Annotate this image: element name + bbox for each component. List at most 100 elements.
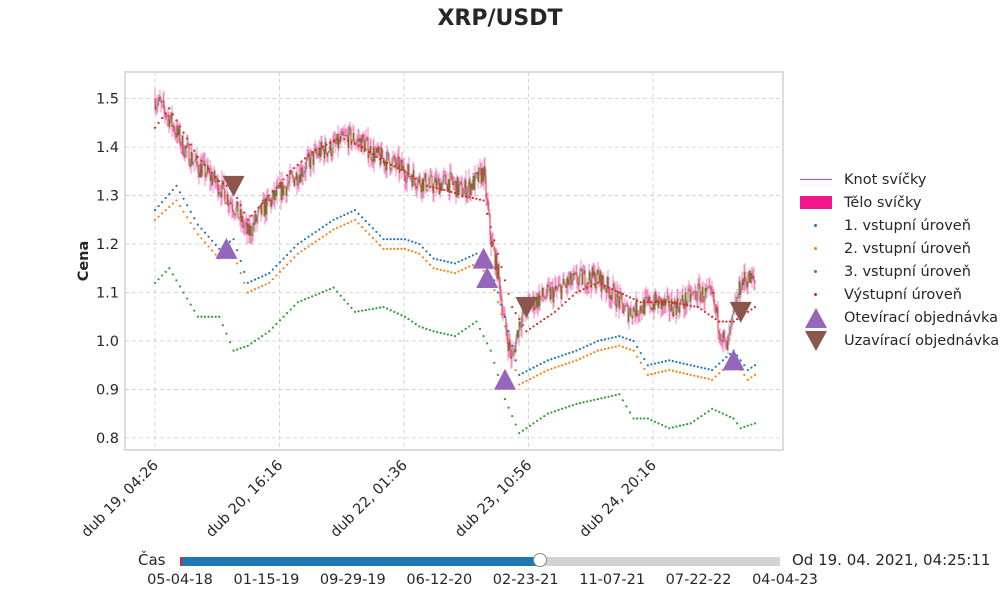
candle-body	[162, 100, 164, 102]
candle-body	[594, 271, 596, 289]
candle-body	[570, 272, 572, 285]
series-2-point	[700, 376, 703, 379]
series-2-point	[300, 250, 303, 253]
series-1-point	[396, 238, 399, 241]
candle-body	[661, 300, 663, 310]
candle-body	[602, 275, 604, 285]
candle-body	[751, 273, 753, 279]
candle-body	[637, 314, 639, 316]
slider-tick: 01-15-19	[233, 572, 300, 588]
series-3-point	[378, 306, 382, 309]
candle-body	[352, 133, 354, 141]
series-1-point	[457, 260, 460, 263]
candle-body	[582, 273, 584, 285]
series-2-point	[500, 313, 503, 316]
series-2-point	[189, 221, 192, 225]
series-3-point	[475, 320, 478, 323]
candle-body	[587, 282, 589, 284]
candle-body	[544, 297, 546, 299]
series-1-point	[161, 200, 164, 204]
series-1-point	[321, 225, 324, 229]
candle-body	[630, 308, 632, 316]
series-2-point	[264, 283, 267, 286]
series-3-point	[239, 347, 242, 350]
candle-body	[182, 135, 184, 156]
series-4-point	[200, 159, 203, 162]
series-2-point	[261, 284, 264, 288]
series-2-point	[593, 351, 596, 354]
candle-body	[170, 112, 172, 120]
series-3-point	[386, 307, 389, 310]
candle-body	[223, 180, 225, 191]
series-2-point	[711, 378, 714, 381]
series-1-point	[632, 339, 635, 343]
candle-body	[414, 178, 416, 187]
series-4-point	[261, 202, 264, 205]
series-4-point	[386, 162, 389, 165]
candle-body	[481, 168, 483, 184]
y-tick-label: 1.5	[96, 92, 119, 108]
series-3-point	[675, 425, 678, 428]
candle-body	[438, 178, 440, 195]
series-3-point	[453, 335, 457, 338]
candle-body	[696, 299, 698, 301]
series-3-point	[318, 292, 321, 295]
series-3-point	[646, 417, 649, 420]
candle-body	[605, 288, 607, 293]
series-1-point	[614, 335, 617, 339]
series-2-point	[439, 268, 442, 271]
candle-body	[555, 285, 557, 290]
series-1-point	[318, 228, 321, 231]
series-2-point	[600, 348, 603, 351]
series-4-point	[446, 189, 449, 192]
slider-track[interactable]	[180, 553, 780, 567]
candle-body	[442, 176, 444, 183]
candle-body	[181, 135, 183, 146]
series-1-point	[236, 248, 239, 252]
candle-body	[224, 190, 226, 204]
series-1-point	[353, 209, 357, 212]
series-2-point	[632, 349, 635, 352]
series-4-point	[586, 286, 589, 289]
series-2-point	[643, 367, 646, 370]
series-4-point	[464, 195, 467, 198]
candle-body	[241, 215, 243, 222]
series-2-point	[153, 218, 157, 221]
candle-body	[159, 97, 161, 101]
series-4-point	[153, 126, 157, 129]
candle-body	[283, 186, 285, 196]
series-3-point	[618, 393, 621, 396]
series-1-point	[246, 281, 249, 284]
candle-body	[268, 198, 270, 202]
candle-body	[293, 177, 295, 186]
series-1-point	[596, 339, 599, 343]
candle-body	[604, 288, 606, 290]
series-3-point	[428, 328, 432, 332]
series-4-point	[396, 167, 399, 170]
series-1-point	[746, 368, 749, 372]
candle-body	[654, 291, 656, 310]
candle-body	[559, 284, 561, 285]
slider-tick-labels: 05-04-18 01-15-19 09-29-19 06-12-20 02-2…	[0, 572, 1000, 592]
slider-handle[interactable]	[533, 553, 547, 567]
candle-body	[698, 283, 700, 286]
candle-body	[573, 273, 575, 275]
series-4-point	[532, 325, 535, 328]
series-1-point	[496, 291, 499, 294]
candle-body	[196, 155, 198, 164]
open-order-marker	[476, 266, 499, 288]
series-3-point	[214, 315, 217, 318]
series-2-point	[753, 373, 757, 376]
series-1-point	[207, 235, 210, 238]
series-3-point	[282, 315, 285, 318]
series-4-point	[257, 206, 260, 209]
candle-body	[189, 165, 191, 167]
series-1-point	[307, 235, 310, 238]
candle-body	[160, 100, 162, 103]
series-4-point	[246, 218, 249, 221]
slider-tick: 09-29-19	[319, 572, 386, 588]
candle-body	[501, 298, 503, 315]
series-2-point	[714, 375, 717, 378]
candle-body	[514, 349, 516, 353]
candle-body	[405, 181, 407, 183]
